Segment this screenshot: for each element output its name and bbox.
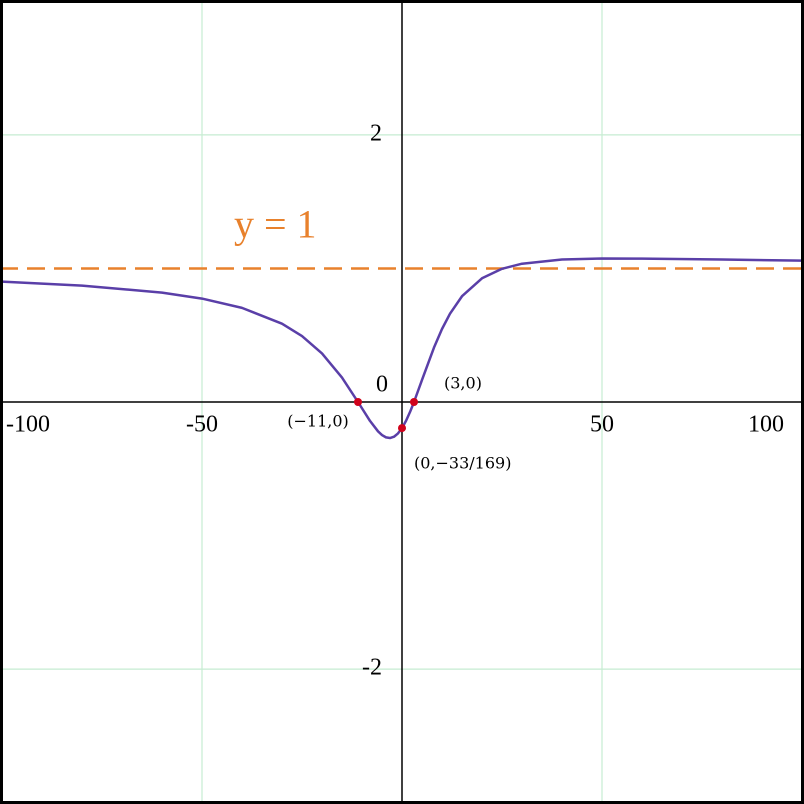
point-label: (0,−33/169) bbox=[414, 454, 511, 473]
point-label: (−11,0) bbox=[287, 412, 349, 431]
x-tick-label: -50 bbox=[186, 412, 218, 438]
x-tick-label: 0 bbox=[376, 372, 388, 398]
asymptote-label: y = 1 bbox=[234, 202, 317, 247]
key-point bbox=[410, 398, 418, 406]
x-tick-label: 100 bbox=[748, 412, 784, 438]
point-label: (3,0) bbox=[444, 374, 482, 393]
y-tick-label: 2 bbox=[370, 120, 382, 146]
x-tick-label: -100 bbox=[6, 412, 50, 438]
y-tick-label: -2 bbox=[362, 655, 382, 681]
x-tick-label: 50 bbox=[590, 412, 614, 438]
key-point bbox=[354, 398, 362, 406]
key-point bbox=[398, 424, 406, 433]
